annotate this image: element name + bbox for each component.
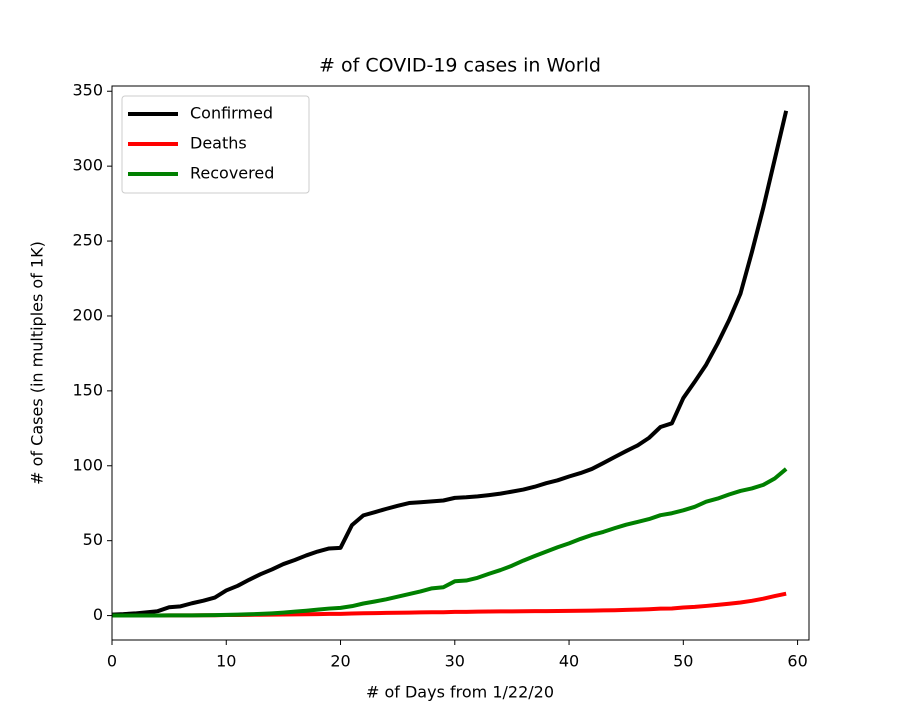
y-axis-label: # of Cases (in multiples of 1K) bbox=[28, 241, 47, 485]
y-tick-label: 150 bbox=[72, 380, 103, 399]
x-tick-label: 50 bbox=[673, 652, 693, 671]
series-line bbox=[112, 467, 788, 618]
legend-label: Confirmed bbox=[190, 104, 273, 123]
x-tick-label: 20 bbox=[330, 652, 350, 671]
y-tick-label: 50 bbox=[83, 530, 103, 549]
x-tick-label: 0 bbox=[107, 652, 117, 671]
series-line bbox=[112, 110, 789, 617]
y-tick-label: 350 bbox=[72, 81, 103, 100]
x-axis-label: # of Days from 1/22/20 bbox=[366, 683, 554, 702]
x-tick-label: 30 bbox=[445, 652, 465, 671]
legend-label: Deaths bbox=[190, 134, 247, 153]
legend-label: Recovered bbox=[190, 164, 274, 183]
x-tick-label: 40 bbox=[559, 652, 579, 671]
chart-title: # of COVID-19 cases in World bbox=[319, 55, 601, 77]
x-tick-label: 60 bbox=[787, 652, 807, 671]
y-tick-label: 250 bbox=[72, 231, 103, 250]
y-tick-label: 0 bbox=[93, 605, 103, 624]
plot-frame bbox=[111, 85, 810, 641]
y-tick-label: 100 bbox=[72, 455, 103, 474]
y-tick-label: 200 bbox=[72, 305, 103, 324]
legend-box bbox=[121, 95, 310, 194]
y-tick-label: 300 bbox=[72, 156, 103, 175]
x-tick-label: 10 bbox=[216, 652, 236, 671]
